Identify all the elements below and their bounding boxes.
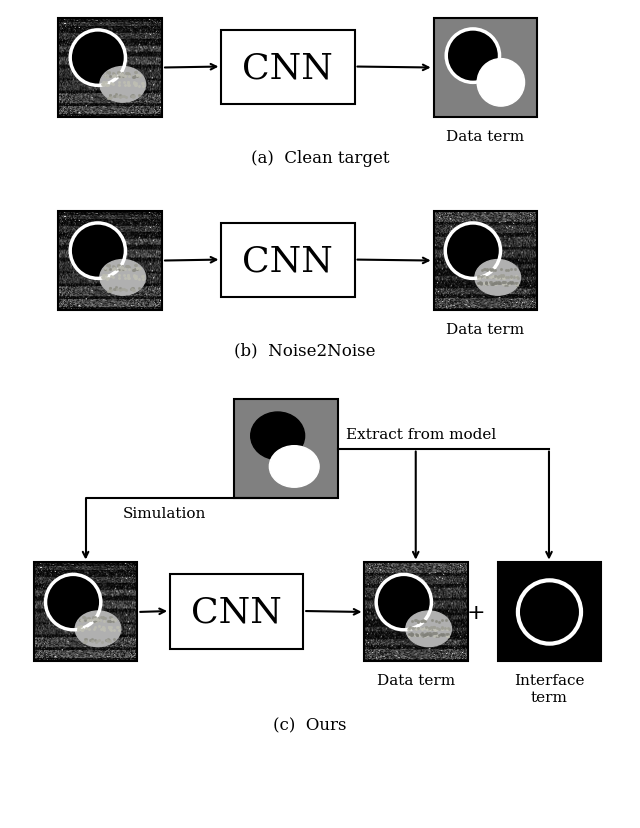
Text: CNN: CNN [243,243,333,277]
Bar [34,563,138,662]
Text: Data term: Data term [446,323,524,336]
Text: (c)  Ours: (c) Ours [273,716,347,733]
Ellipse shape [406,611,451,647]
Circle shape [45,575,100,630]
Text: Interface
term: Interface term [514,673,584,704]
Bar [58,212,162,310]
Bar [433,19,537,118]
Ellipse shape [100,67,145,103]
Text: CNN: CNN [191,595,282,628]
Ellipse shape [76,611,121,647]
Circle shape [518,580,581,644]
Circle shape [70,224,125,279]
Ellipse shape [475,260,520,296]
Bar [58,19,162,118]
Text: Data term: Data term [377,673,455,687]
Bar [364,563,468,662]
Text: Data term: Data term [446,130,524,144]
Text: Extract from model: Extract from model [346,427,496,441]
Text: (b)  Noise2Noise: (b) Noise2Noise [234,342,376,359]
Ellipse shape [251,412,305,460]
Text: CNN: CNN [243,51,333,85]
Bar [221,224,355,298]
Bar [221,31,355,105]
Ellipse shape [100,260,145,296]
Text: (a)  Clean target: (a) Clean target [251,150,389,166]
Text: Simulation: Simulation [123,507,206,521]
Circle shape [477,60,525,107]
Circle shape [376,575,431,630]
Bar [433,212,537,310]
Circle shape [70,31,125,86]
Ellipse shape [269,446,319,488]
Bar [498,563,602,662]
Text: +: + [467,602,485,622]
Bar [170,575,303,649]
Bar [234,400,338,498]
Circle shape [446,30,500,84]
Circle shape [445,224,500,279]
